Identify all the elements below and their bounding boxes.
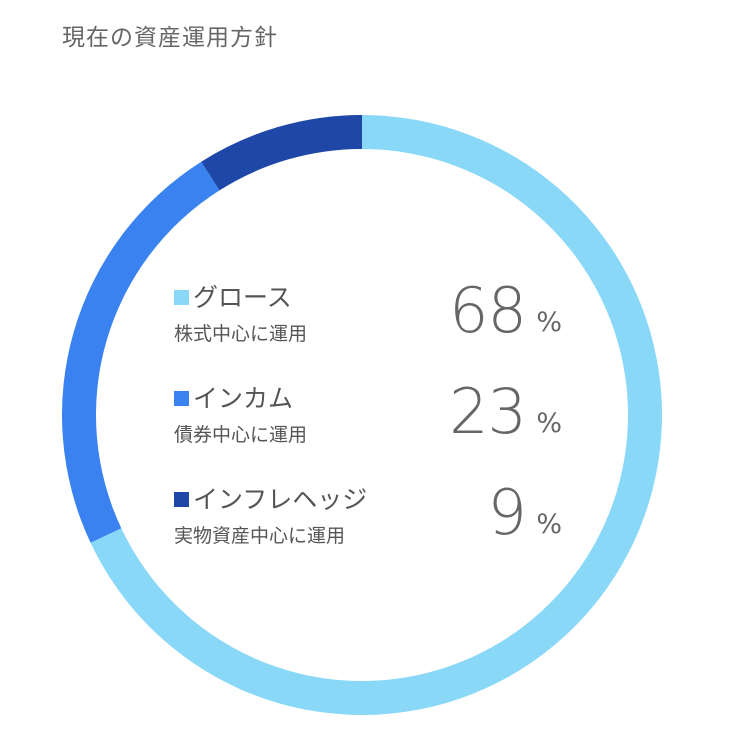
legend-item-inflation-hedge: インフレヘッジ 実物資産中心に運用 9 %	[174, 480, 574, 550]
donut-slice-inflation-hedge	[201, 115, 362, 191]
value-label-growth: 68	[449, 274, 527, 347]
legend-item-income: インカム 債券中心に運用 23 %	[174, 379, 574, 449]
legend-item-growth: グロース 株式中心に運用 68 %	[174, 278, 574, 348]
donut-slice-income	[62, 161, 220, 543]
value-label-income: 23	[449, 375, 527, 448]
legend-label-inflation-hedge: インフレヘッジ	[193, 485, 368, 514]
legend-desc-inflation-hedge: 実物資産中心に運用	[174, 525, 346, 547]
percent-sign-income: %	[536, 408, 562, 439]
chart-title: 現在の資産運用方針	[62, 25, 278, 51]
legend-desc-growth: 株式中心に運用	[174, 323, 308, 345]
legend-swatch-growth	[174, 290, 189, 305]
percent-sign-growth: %	[536, 307, 562, 338]
legend-label-growth: グロース	[193, 283, 292, 312]
legend-desc-income: 債券中心に運用	[174, 424, 308, 446]
value-label-inflation-hedge: 9	[487, 476, 527, 549]
legend-swatch-income	[174, 391, 189, 406]
legend-swatch-inflation-hedge	[174, 492, 189, 507]
legend-label-income: インカム	[193, 384, 294, 413]
percent-sign-inflation-hedge: %	[536, 509, 562, 540]
